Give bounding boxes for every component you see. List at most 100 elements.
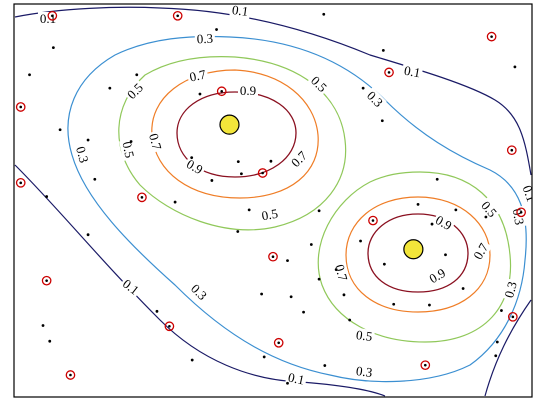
black-marker: [381, 48, 385, 52]
contour-label-background: [476, 197, 501, 222]
black-marker: [198, 92, 202, 96]
contour-line-0.7-b: [345, 196, 491, 313]
contour-label-text: 0.5: [260, 206, 279, 224]
black-marker: [240, 172, 243, 176]
red-marker: [507, 311, 518, 322]
red-marker: [216, 86, 227, 97]
red-marker: [516, 207, 526, 218]
black-marker: [269, 159, 273, 163]
contour-label: 0.9: [182, 156, 207, 179]
contour-label-text: 0.3: [73, 145, 92, 165]
black-marker: [444, 253, 447, 257]
contour-line-0.1-bottomright: [484, 299, 532, 397]
contour-label: 0.3: [186, 280, 211, 305]
contour-label-background: [182, 156, 207, 179]
black-marker: [58, 128, 62, 132]
black-marker: [334, 268, 338, 272]
contour-label: 0.7: [470, 239, 493, 264]
black-marker: [210, 179, 214, 182]
black-marker: [93, 177, 97, 181]
red-marker: [486, 31, 497, 42]
contour-line-0.1-top: [14, 6, 532, 176]
contour-label-layer: 0.1 0.1 0.1 0.1 0.1 0.1 0.3 0.3 0.3 0.3 0.3 0.3 0.3 0…: [38, 2, 532, 388]
black-marker: [286, 259, 289, 263]
black-marker: [190, 156, 194, 160]
contour-label-text: 0.9: [426, 265, 448, 286]
contour-label: 0.7: [145, 130, 165, 154]
contour-label: 0.3: [194, 31, 216, 47]
contour-label-background: [119, 138, 137, 162]
contour-label-text: 0.5: [308, 73, 330, 95]
black-marker: [247, 208, 251, 212]
contour-label: 0.5: [119, 138, 138, 162]
contour-label: 0.1: [118, 275, 143, 299]
red-marker: [164, 321, 175, 332]
black-marker: [361, 86, 365, 90]
contour-label-text: 0.5: [355, 327, 373, 344]
contour-label: 0.1: [401, 63, 424, 81]
contour-label-text: 0.1: [231, 2, 249, 19]
marker-layer: [15, 10, 526, 385]
black-marker: [236, 160, 240, 163]
black-marker: [484, 215, 488, 219]
black-marker: [309, 243, 313, 246]
red-marker: [368, 215, 378, 226]
contour-label-background: [470, 239, 493, 264]
black-marker: [382, 262, 386, 266]
contour-label: 0.3: [72, 143, 92, 167]
contour-label: 0.5: [306, 72, 331, 97]
contour-label-text: 0.1: [403, 63, 422, 81]
black-marker: [236, 230, 240, 233]
black-marker: [500, 309, 503, 312]
contour-label-background: [518, 181, 532, 206]
black-marker: [322, 12, 326, 16]
contour-label: 0.5: [476, 197, 501, 222]
contour-label-background: [353, 363, 376, 381]
black-marker: [428, 303, 431, 307]
contour-label-background: [72, 143, 92, 167]
contour-label: 0.3: [509, 205, 528, 228]
contour-label-text: 0.3: [188, 281, 210, 303]
black-marker: [323, 364, 327, 367]
contour-label: 0.9: [425, 265, 450, 288]
contour-label-text: 0.3: [355, 363, 373, 380]
black-marker: [348, 318, 352, 322]
contour-label-background: [258, 206, 281, 224]
contour-label: 0.7: [287, 147, 312, 172]
contour-label-background: [238, 84, 258, 98]
contour-label: 0.3: [362, 87, 387, 112]
contour-label: 0.7: [186, 66, 210, 85]
contour-label-background: [118, 275, 143, 299]
black-marker: [215, 28, 218, 31]
plot-frame: [13, 3, 533, 398]
contour-label: 0.1: [229, 2, 252, 20]
black-marker: [86, 138, 90, 142]
contour-line-0.9-a: [176, 91, 297, 178]
peak-marker: [219, 114, 240, 135]
black-marker: [41, 324, 45, 327]
contour-label-background: [306, 72, 331, 97]
black-marker: [317, 277, 321, 281]
black-marker: [129, 140, 133, 143]
contour-label-text: 0.3: [364, 88, 386, 110]
contour-label-background: [284, 370, 308, 388]
contour-label-background: [331, 261, 351, 285]
black-marker: [392, 302, 396, 306]
black-marker: [135, 73, 139, 77]
black-marker: [317, 209, 321, 213]
red-marker: [172, 10, 183, 21]
contour-label-background: [194, 31, 216, 47]
red-marker: [137, 192, 147, 203]
contour-line-0.7-a: [151, 69, 319, 199]
contour-label: 0.3: [501, 278, 521, 302]
black-marker: [260, 292, 264, 296]
contour-label-background: [145, 130, 165, 154]
contour-label: 0.5: [258, 206, 281, 224]
black-marker: [28, 73, 31, 77]
contour-label-text: 0.3: [510, 207, 528, 226]
contour-label-background: [353, 327, 376, 345]
black-marker: [461, 287, 465, 290]
red-marker: [15, 177, 26, 188]
black-marker: [302, 310, 305, 314]
contour-label-background: [186, 280, 211, 305]
